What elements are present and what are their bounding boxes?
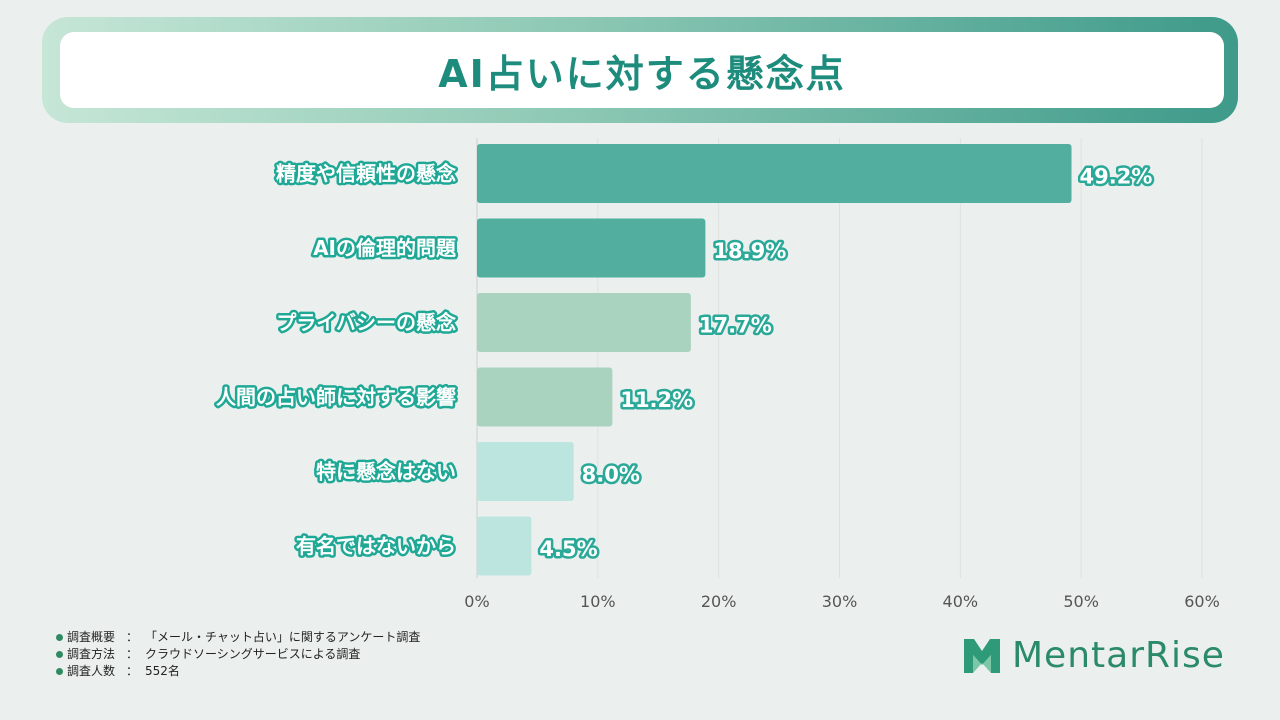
category-label: 人間の占い師に対する影響: [216, 385, 456, 409]
title-banner: AI占いに対する懸念点: [42, 17, 1238, 123]
bar: [477, 442, 574, 501]
value-label: 4.5%: [539, 537, 597, 561]
brand-logo: MentarRise: [960, 630, 1225, 680]
bullet-icon: [56, 634, 63, 641]
note-separator: ：: [125, 664, 138, 678]
logo-text: MentarRise: [1012, 634, 1225, 676]
note-row: 調査概要 ： 「メール・チャット占い」に関するアンケート調査: [56, 629, 420, 646]
note-value: クラウドソーシングサービスによる調査: [145, 647, 361, 661]
bar: [477, 218, 706, 278]
note-value: 「メール・チャット占い」に関するアンケート調査: [145, 630, 421, 644]
x-tick-label: 50%: [1063, 592, 1099, 611]
category-label: プライバシーの懸念: [276, 311, 456, 335]
logo-mark-icon: [964, 639, 1000, 673]
bullet-icon: [56, 668, 63, 675]
note-value: 552名: [145, 664, 180, 678]
title-panel: AI占いに対する懸念点: [60, 32, 1224, 108]
x-tick-label: 20%: [701, 592, 737, 611]
value-label: 17.7%: [699, 314, 772, 338]
x-tick-label: 40%: [943, 592, 979, 611]
survey-notes: 調査概要 ： 「メール・チャット占い」に関するアンケート調査 調査方法 ： クラ…: [56, 629, 420, 680]
note-label: 調査方法: [67, 647, 116, 661]
value-label: 11.2%: [620, 388, 693, 412]
chart-title: AI占いに対する懸念点: [438, 51, 846, 96]
note-separator: ：: [125, 630, 138, 644]
value-label: 18.9%: [713, 239, 786, 263]
note-row: 調査人数 ： 552名: [56, 663, 420, 680]
note-label: 調査人数: [67, 664, 116, 678]
value-label: 8.0%: [582, 463, 640, 487]
note-label: 調査概要: [67, 630, 116, 644]
note-row: 調査方法 ： クラウドソーシングサービスによる調査: [56, 646, 420, 663]
category-label: 特に懸念はない: [316, 460, 456, 484]
bar: [477, 144, 1072, 203]
x-tick-label: 60%: [1184, 592, 1220, 611]
x-tick-label: 10%: [580, 592, 616, 611]
bar: [477, 367, 613, 427]
category-label: 精度や信頼性の懸念: [276, 162, 456, 186]
note-separator: ：: [125, 647, 138, 661]
x-tick-label: 30%: [822, 592, 858, 611]
bar: [477, 293, 691, 352]
value-label: 49.2%: [1080, 165, 1153, 189]
x-tick-label: 0%: [464, 592, 489, 611]
category-label: 有名ではないから: [296, 534, 456, 558]
category-label: AIの倫理的問題: [313, 236, 457, 260]
bar: [477, 516, 532, 576]
bullet-icon: [56, 651, 63, 658]
